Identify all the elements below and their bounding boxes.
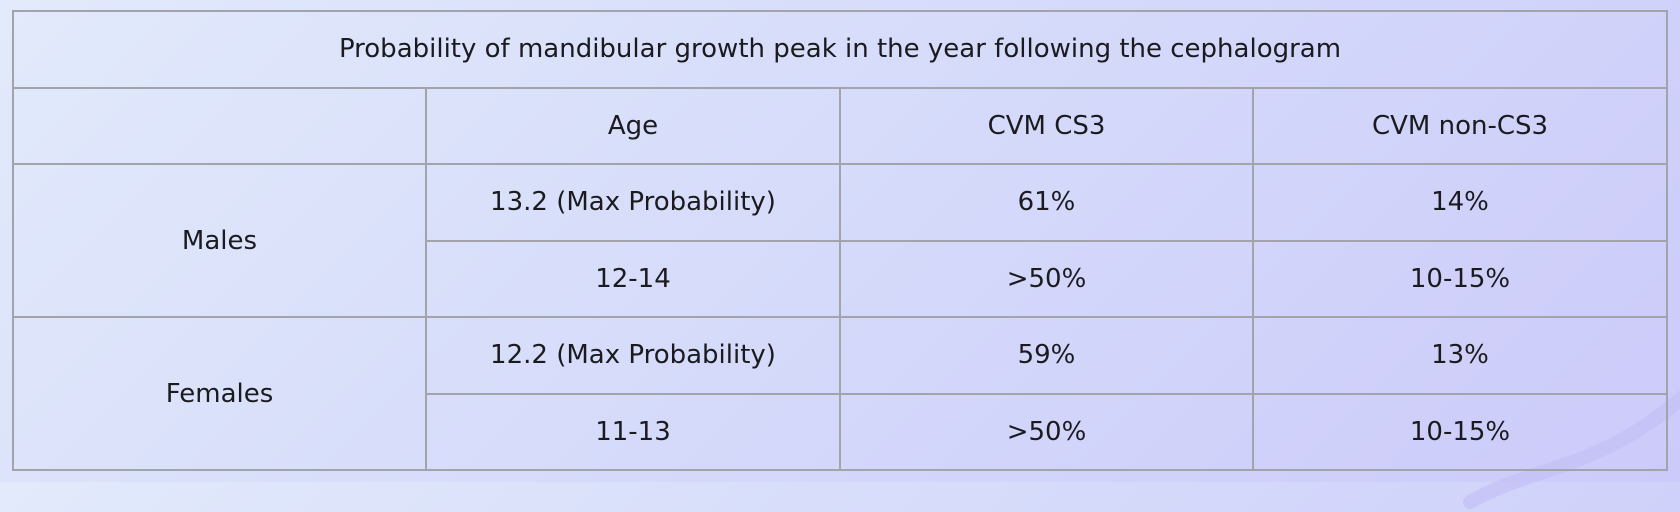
age-cell: 13.2 (Max Probability) xyxy=(425,163,841,242)
header-cell-empty xyxy=(12,86,427,165)
table-title: Probability of mandibular growth peak in… xyxy=(12,10,1668,89)
header-cell-cvm-cs3: CVM CS3 xyxy=(839,86,1254,165)
table-row: 12-14 >50% 10-15% xyxy=(13,239,1668,318)
age-cell: 12-14 xyxy=(425,239,841,318)
table-row: Females 12.2 (Max Probability) 59% 13% xyxy=(12,316,1668,471)
header-cell-age: Age xyxy=(425,86,841,165)
cvm-non-cs3-cell: 13% xyxy=(1252,316,1668,395)
cvm-cs3-cell: 59% xyxy=(839,316,1254,395)
cvm-non-cs3-cell: 14% xyxy=(1252,163,1668,242)
group-label-females: Females xyxy=(12,316,427,471)
cvm-non-cs3-cell: 10-15% xyxy=(1252,239,1668,318)
table-header-row: Age CVM CS3 CVM non-CS3 xyxy=(12,86,1668,165)
cvm-cs3-cell: >50% xyxy=(839,392,1254,471)
cvm-non-cs3-cell: 10-15% xyxy=(1252,392,1668,471)
group-label-males: Males xyxy=(12,163,427,318)
cvm-cs3-cell: >50% xyxy=(839,239,1254,318)
table-row: Males 13.2 (Max Probability) 61% 14% xyxy=(12,163,1668,318)
probability-table: Probability of mandibular growth peak in… xyxy=(12,10,1668,471)
table-title-row: Probability of mandibular growth peak in… xyxy=(12,10,1668,89)
header-cell-cvm-non-cs3: CVM non-CS3 xyxy=(1252,86,1668,165)
age-cell: 11-13 xyxy=(425,392,841,471)
age-cell: 12.2 (Max Probability) xyxy=(425,316,841,395)
table-row: 11-13 >50% 10-15% xyxy=(13,392,1668,471)
probability-table-container: Probability of mandibular growth peak in… xyxy=(12,10,1668,471)
cvm-cs3-cell: 61% xyxy=(839,163,1254,242)
